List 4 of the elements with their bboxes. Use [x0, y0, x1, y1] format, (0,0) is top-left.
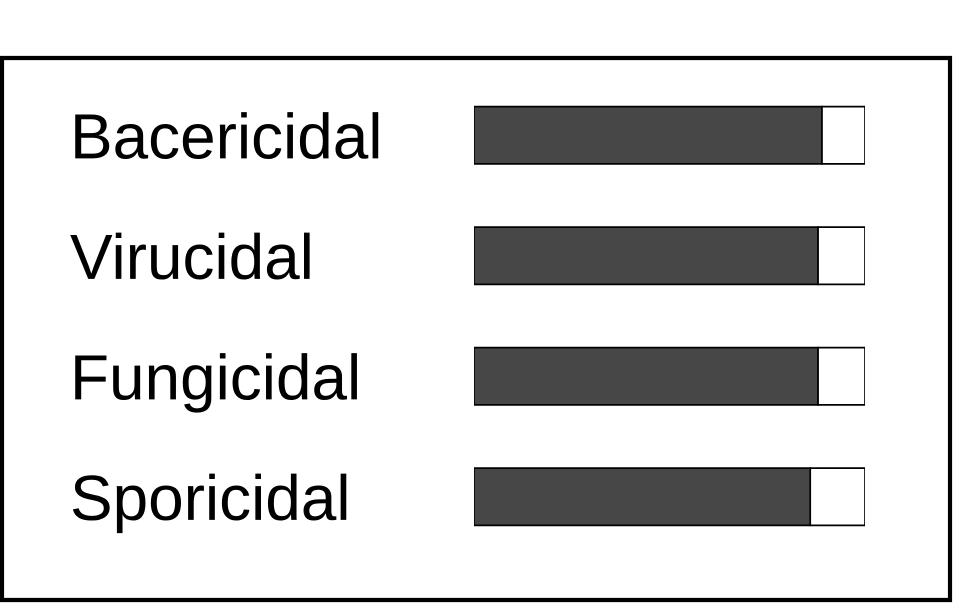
y-tick-label: Virucidal — [70, 232, 310, 280]
y-tick-label: Sporicidal — [72, 474, 346, 534]
y-tick-label: Fungicidal — [75, 353, 357, 413]
y-tick-label: Bacericidal — [75, 112, 378, 160]
